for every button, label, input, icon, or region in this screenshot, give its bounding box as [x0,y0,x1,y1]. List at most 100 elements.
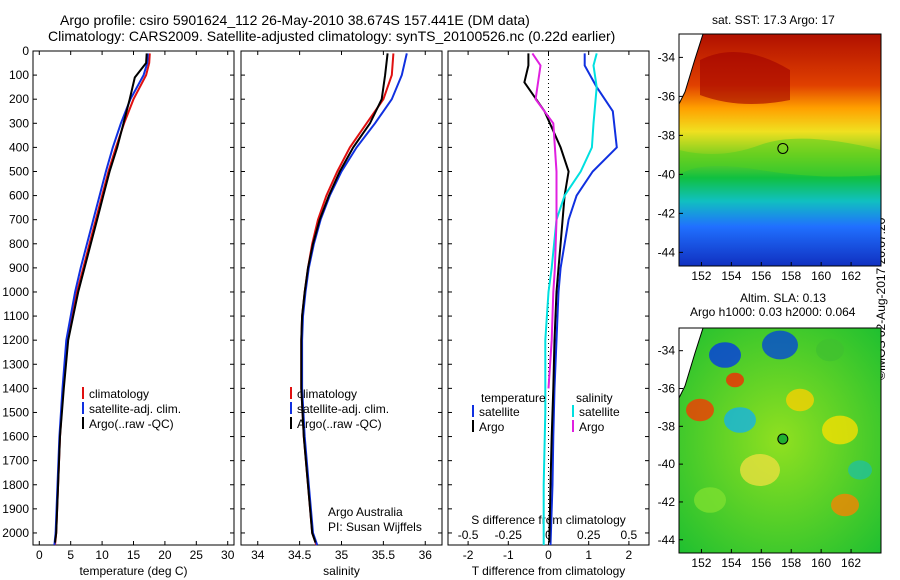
map-x-tick-label: 154 [721,269,741,283]
map-x-tick-label: 152 [691,269,711,283]
sst-warm-core [700,52,790,104]
map-y-tick-label: -44 [658,533,676,547]
legend-title: temperature [481,391,546,405]
series-line-s_argo [531,52,558,389]
x-tick-label: 36 [419,548,433,562]
sla-eddy [686,398,714,422]
map-y-tick-label: -40 [658,457,676,471]
sla-eddy [726,372,744,388]
depth-tick-label: 1400 [2,381,29,395]
series-line-argo [54,53,148,543]
sla-eddy [694,487,726,513]
map-title: sat. SST: 17.3 Argo: 17 [712,13,835,27]
depth-tick-label: 500 [9,164,29,178]
depth-tick-label: 0 [22,44,29,58]
map-frame [678,33,882,267]
legend-label: satellite-adj. clim. [297,402,389,416]
sla-eddy [822,415,858,445]
depth-tick-label: 1200 [2,333,29,347]
map-x-tick-label: 162 [841,556,861,570]
map-y-tick-label: -34 [658,50,676,64]
depth-tick-label: 1500 [2,405,29,419]
map-y-tick-label: -34 [658,344,676,358]
map-x-tick-label: 154 [721,556,741,570]
map-y-tick-label: -36 [658,89,676,103]
sla-eddy [740,454,780,486]
x-tick-label: 15 [127,548,141,562]
depth-tick-label: 900 [9,261,29,275]
legend-label: Argo [579,420,605,434]
depth-tick-label: 2000 [2,526,29,540]
legend-label: climatology [297,387,357,401]
x-tick-label: 1 [585,548,592,562]
x-tick-label: 0 [36,548,43,562]
x-tick-label: 25 [190,548,204,562]
legend-label: satellite-adj. clim. [89,402,181,416]
x-tick-label: 2 [626,548,633,562]
legend-label: satellite [579,405,620,419]
depth-tick-label: 400 [9,140,29,154]
sla-eddy [724,407,756,433]
depth-tick-label: 300 [9,116,29,130]
x-tick-label: 35 [335,548,349,562]
float-position-marker [777,433,789,445]
depth-tick-label: 1600 [2,430,29,444]
map-x-tick-label: 156 [751,556,771,570]
x-tick-label: -1 [503,548,514,562]
series-line-s_satellite [542,53,598,545]
sla-eddy [762,330,798,360]
map-x-tick-label: 156 [751,269,771,283]
depth-tick-label: 1000 [2,285,29,299]
map-title-line: Argo h1000: 0.03 h2000: 0.064 [690,305,856,319]
depth-tick-label: 200 [9,92,29,106]
x-axis-label: T difference from climatology [472,564,626,578]
legend-label: Argo(..raw -QC) [89,417,174,431]
legend-label: Argo(..raw -QC) [297,417,382,431]
s-tick-label: 0.5 [621,528,638,542]
map-y-tick-label: -40 [658,167,676,181]
sla-eddy [816,338,844,362]
x-tick-label: 20 [158,548,172,562]
depth-tick-label: 1700 [2,454,29,468]
legend-label: Argo [479,420,505,434]
sla-eddy [786,388,814,412]
legend-title: salinity [576,391,613,405]
chart-title-line1: Argo profile: csiro 5901624_112 26-May-2… [60,12,530,28]
s-axis-label: S difference from climatology [471,513,626,527]
map-x-tick-label: 160 [811,556,831,570]
depth-tick-label: 1900 [2,502,29,516]
x-axis-label: temperature (deg C) [79,564,187,578]
map-y-tick-label: -36 [658,382,676,396]
sla-eddy [709,342,741,368]
x-tick-label: 10 [95,548,109,562]
map-x-tick-label: 162 [841,269,861,283]
map-content-2 [679,328,881,553]
annotation-line: Argo Australia [328,505,403,519]
x-tick-label: 0 [545,548,552,562]
map-x-tick-label: 160 [811,269,831,283]
map-frame [678,327,882,554]
x-tick-label: 35.5 [372,548,396,562]
map-title-line: Altim. SLA: 0.13 [740,291,826,305]
sla-eddy [848,460,872,480]
depth-tick-label: 800 [9,237,29,251]
map-content-1 [679,34,881,266]
legend-label: climatology [89,387,149,401]
depth-tick-label: 1300 [2,357,29,371]
panel-frame-2 [240,50,443,546]
coastline [679,328,704,399]
series-line-argo [523,53,570,543]
x-tick-label: 30 [221,548,235,562]
chart-title-line2: Climatology: CARS2009. Satellite-adjuste… [48,28,616,44]
map-y-tick-label: -38 [658,419,676,433]
x-tick-label: 34.5 [288,548,312,562]
depth-tick-label: 100 [9,68,29,82]
depth-tick-label: 700 [9,213,29,227]
sst-front [679,138,881,177]
s-tick-label: -0.5 [458,528,479,542]
depth-tick-label: 600 [9,189,29,203]
float-position-marker [777,142,789,154]
map-y-tick-label: -38 [658,128,676,142]
panel-frame-1 [32,50,235,546]
